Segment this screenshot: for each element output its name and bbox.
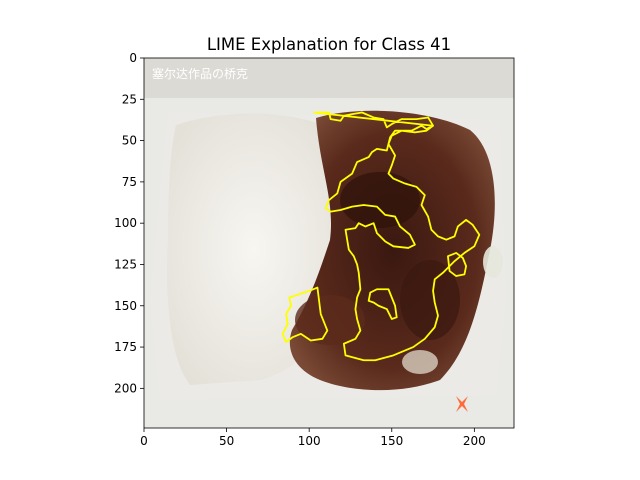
meat-piece (340, 172, 420, 228)
x-tick-label: 200 (463, 434, 486, 448)
x-tick-label: 100 (298, 434, 321, 448)
y-tick-label: 200 (114, 381, 137, 395)
lime-boundary-main-region (313, 111, 481, 362)
y-tick-label: 150 (114, 299, 137, 313)
x-tick-label: 50 (219, 434, 234, 448)
y-tick-label: 125 (114, 257, 137, 271)
onion-piece (402, 350, 438, 374)
chart-title: LIME Explanation for Class 41 (207, 35, 451, 54)
y-tick-label: 175 (114, 340, 137, 354)
y-tick-label: 100 (114, 216, 137, 230)
y-tick-label: 25 (122, 92, 137, 106)
y-tick-label: 50 (122, 134, 137, 148)
y-tick-label: 75 (122, 175, 137, 189)
x-tick-label: 0 (140, 434, 148, 448)
lime-boundary-right-small-region (447, 252, 467, 277)
onion-piece (483, 246, 503, 278)
y-tick-label: 0 (129, 51, 137, 65)
x-axis: 0 50 100 150 200 (140, 428, 486, 448)
lime-boundaries (281, 111, 481, 362)
meat-piece (400, 260, 460, 340)
overlay-text: 塞尔达作品の桥克 (152, 66, 248, 81)
lime-boundary-left-region (281, 286, 329, 344)
plot-frame (143, 57, 515, 429)
x-tick-label: 150 (380, 434, 403, 448)
meat-piece (295, 295, 365, 345)
logo-mark (456, 396, 468, 412)
y-axis: 0 25 50 75 100 125 150 175 200 (114, 51, 144, 395)
container-top-shadow (144, 58, 514, 98)
lime-boundary-inner-loop (367, 288, 398, 320)
